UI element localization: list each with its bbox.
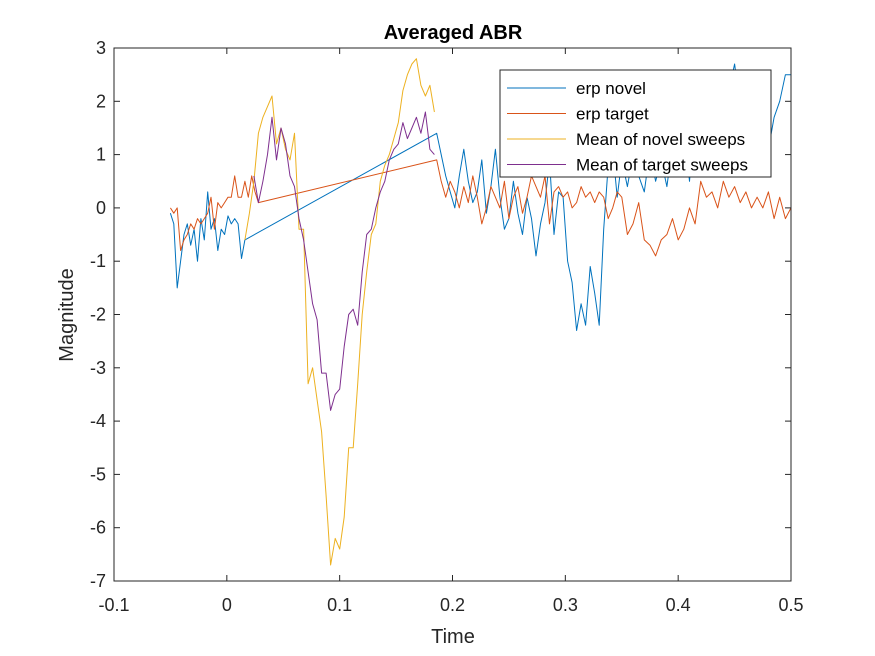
y-tick-label: 1 xyxy=(96,145,106,165)
legend-entry-label: Mean of novel sweeps xyxy=(576,130,745,149)
x-tick-label: 0.4 xyxy=(666,595,691,615)
x-tick-label: 0.5 xyxy=(778,595,803,615)
y-tick-label: -3 xyxy=(90,358,106,378)
y-tick-label: -6 xyxy=(90,518,106,538)
y-tick-label: 0 xyxy=(96,198,106,218)
x-tick-label: -0.1 xyxy=(98,595,129,615)
y-tick-label: 2 xyxy=(96,91,106,111)
y-axis-label: Magnitude xyxy=(56,268,78,361)
x-tick-label: 0 xyxy=(222,595,232,615)
series-line-2 xyxy=(169,159,792,257)
y-tick-label: -1 xyxy=(90,251,106,271)
x-axis-label: Time xyxy=(431,626,475,648)
y-tick-label: -4 xyxy=(90,411,106,431)
y-tick-label: -2 xyxy=(90,305,106,325)
y-tick-label: -5 xyxy=(90,464,106,484)
legend: erp novel erp target Mean of novel sweeps M… xyxy=(499,69,772,178)
x-tick-label: 0.2 xyxy=(440,595,465,615)
legend-entry-label: Mean of target sweeps xyxy=(576,156,748,175)
x-tick-label: 0.1 xyxy=(327,595,352,615)
y-tick-label: -7 xyxy=(90,571,106,591)
chart-title: Averaged ABR xyxy=(384,22,523,44)
series-line-4 xyxy=(253,111,435,411)
y-tick-label: 3 xyxy=(96,38,106,58)
series-line-3 xyxy=(244,58,435,566)
legend-entry-label: erp target xyxy=(576,105,649,124)
y-axis: 3 2 1 0 -1 -2 -3 -4 -5 -6 -7 xyxy=(90,38,791,591)
x-axis: -0.1 0 0.1 0.2 0.3 0.4 0.5 xyxy=(98,48,804,615)
legend-entry-label: erp novel xyxy=(576,79,646,98)
x-tick-label: 0.3 xyxy=(553,595,578,615)
